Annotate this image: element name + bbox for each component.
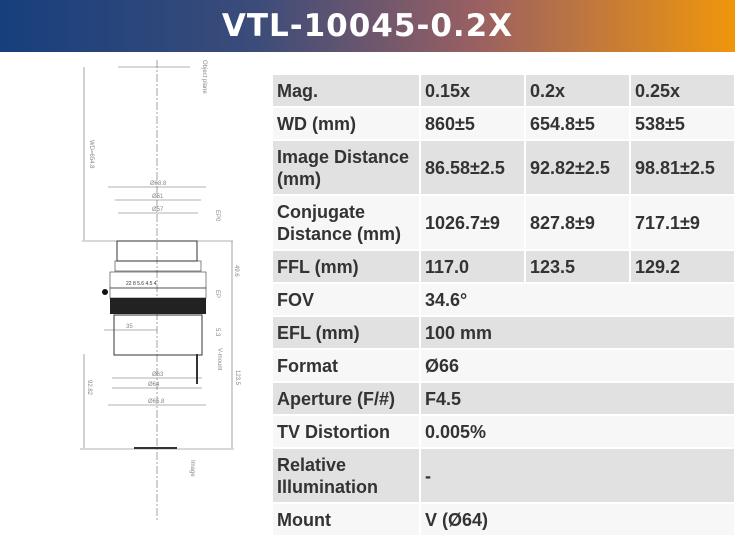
cell: F4.5	[420, 382, 735, 416]
dim-57: Ø57	[152, 207, 164, 213]
cell: 0.15x	[420, 75, 526, 108]
table-row: Mount V (Ø64)	[273, 503, 735, 537]
dim-123-5: 123.5	[234, 370, 240, 386]
table-row: Mag. 0.15x 0.2x 0.25x	[273, 75, 735, 108]
cell: 123.5	[525, 250, 631, 284]
dim-5-3: 5.3	[214, 328, 220, 337]
v-mount-label: V-mount	[216, 348, 222, 371]
table-row: Aperture (F/#) F4.5	[273, 382, 735, 416]
row-label: FOV	[273, 283, 421, 317]
row-label: TV Distortion	[273, 415, 421, 449]
cell: 860±5	[420, 107, 526, 141]
cell: 0.005%	[420, 415, 735, 449]
object-plane-label: Object plane	[201, 60, 207, 94]
cell: 717.1±9	[630, 195, 735, 251]
aperture-scale: 22 8 5.6 4.5 4	[126, 281, 157, 287]
table-row: FFL (mm) 117.0 123.5 129.2	[273, 250, 735, 284]
table-row: WD (mm) 860±5 654.8±5 538±5	[273, 107, 735, 141]
cell: 86.58±2.5	[420, 140, 526, 196]
row-label: Mag.	[273, 75, 421, 108]
cell: 34.6°	[420, 283, 735, 317]
row-label: Aperture (F/#)	[273, 382, 421, 416]
cell: 827.8±9	[525, 195, 631, 251]
table-row: Format Ø66	[273, 349, 735, 383]
row-label: Relative Illumination	[273, 448, 421, 504]
cell: Ø66	[420, 349, 735, 383]
cell: -	[420, 448, 735, 504]
cell: 100 mm	[420, 316, 735, 350]
table-row: Image Distance (mm) 86.58±2.5 92.82±2.5 98.…	[273, 140, 735, 196]
row-label: EFL (mm)	[273, 316, 421, 350]
image-plane-label: Image	[189, 460, 195, 477]
dim-92-82: 92.82	[86, 380, 92, 396]
cell: 1026.7±9	[420, 195, 526, 251]
row-label: Conjugate Distance (mm)	[273, 195, 421, 251]
cell: 92.82±2.5	[525, 140, 631, 196]
cell: 654.8±5	[525, 107, 631, 141]
table-row: Conjugate Distance (mm) 1026.7±9 827.8±9 71…	[273, 195, 735, 251]
ep0-label: EP0	[214, 210, 220, 222]
cell: 0.2x	[525, 75, 631, 108]
dim-65-8: Ø65.8	[148, 399, 165, 405]
cell: 98.81±2.5	[630, 140, 735, 196]
page-title: VTL-10045-0.2X	[221, 8, 514, 44]
dim-49-6: 49.6	[233, 265, 239, 277]
row-label: Image Distance (mm)	[273, 140, 421, 196]
cell: V (Ø64)	[420, 503, 735, 537]
dim-68-8: Ø68.8	[150, 181, 167, 187]
dim-63: Ø63	[152, 372, 164, 378]
row-label: FFL (mm)	[273, 250, 421, 284]
row-label: Format	[273, 349, 421, 383]
cell: 129.2	[630, 250, 735, 284]
table-row: FOV 34.6°	[273, 283, 735, 317]
cell: 538±5	[630, 107, 735, 141]
title-banner: VTL-10045-0.2X	[0, 0, 735, 52]
table-row: Relative Illumination -	[273, 448, 735, 504]
cell: 0.25x	[630, 75, 735, 108]
wd-label: WD=654.8	[88, 140, 94, 169]
dim-35: 35	[126, 324, 133, 330]
table-row: EFL (mm) 100 mm	[273, 316, 735, 350]
cell: 117.0	[420, 250, 526, 284]
dim-64: Ø64	[148, 382, 160, 388]
row-label: WD (mm)	[273, 107, 421, 141]
lens-dimension-drawing: Object plane WD=654.8 Ø68.8 Ø61 Ø57 EP0 …	[80, 60, 240, 520]
row-label: Mount	[273, 503, 421, 537]
table-row: TV Distortion 0.005%	[273, 415, 735, 449]
ep-label: EP	[214, 290, 220, 298]
spec-table: Mag. 0.15x 0.2x 0.25x WD (mm) 860±5 654.8±5 53…	[273, 75, 735, 537]
dim-61: Ø61	[152, 194, 164, 200]
